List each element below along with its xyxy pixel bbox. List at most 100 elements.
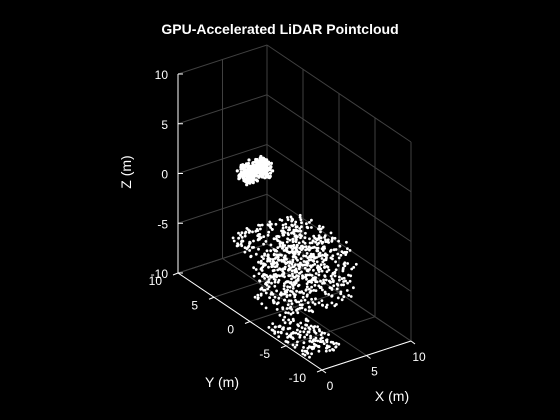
- lidar-point: [336, 252, 340, 256]
- lidar-point: [262, 165, 266, 169]
- lidar-point: [244, 174, 248, 178]
- lidar-point: [235, 244, 239, 248]
- lidar-point: [317, 273, 321, 277]
- lidar-point: [294, 225, 298, 229]
- lidar-point: [269, 257, 272, 261]
- lidar-point: [304, 231, 307, 235]
- lidar-point: [281, 246, 285, 249]
- lidar-point: [278, 242, 282, 246]
- lidar-point: [298, 213, 302, 217]
- lidar-point: [309, 324, 313, 328]
- lidar-point: [266, 257, 270, 261]
- lidar-point: [292, 228, 296, 232]
- lidar-point: [296, 258, 299, 262]
- lidar-point: [324, 349, 328, 353]
- lidar-point: [349, 274, 353, 278]
- lidar-point: [256, 171, 260, 175]
- z-tick-label: 5: [161, 118, 168, 132]
- lidar-point: [295, 343, 299, 347]
- lidar-point: [258, 159, 262, 163]
- lidar-point: [270, 281, 273, 285]
- lidar-point: [314, 297, 317, 301]
- lidar-point: [307, 258, 311, 262]
- lidar-point: [260, 223, 264, 227]
- lidar-point: [273, 261, 276, 265]
- lidar-point: [307, 305, 311, 309]
- lidar-point: [237, 231, 240, 235]
- lidar-point: [266, 223, 270, 227]
- lidar-point: [293, 345, 297, 349]
- lidar-point: [289, 320, 293, 324]
- lidar-point: [261, 156, 265, 160]
- lidar-point: [345, 240, 348, 244]
- lidar-point: [251, 230, 254, 234]
- lidar-point: [290, 262, 294, 266]
- lidar-point: [307, 287, 311, 291]
- lidar-point: [261, 274, 264, 278]
- lidar-point: [235, 169, 239, 173]
- lidar-point: [290, 302, 294, 305]
- lidar-point: [344, 253, 348, 256]
- lidar-point: [283, 298, 287, 302]
- lidar-point: [275, 308, 279, 311]
- lidar-point: [329, 256, 333, 260]
- lidar-point: [278, 325, 282, 328]
- lidar-point: [305, 252, 309, 255]
- lidar-point: [252, 266, 256, 270]
- lidar-point: [284, 289, 288, 293]
- lidar-point: [311, 264, 315, 267]
- lidar-point: [279, 330, 283, 334]
- lidar-point: [313, 283, 317, 287]
- lidar-point: [274, 273, 278, 276]
- lidar-point: [265, 249, 269, 253]
- lidar-point: [236, 242, 240, 246]
- y-tick-label: 10: [149, 274, 163, 288]
- lidar-point: [291, 343, 295, 347]
- lidar-point: [310, 297, 313, 301]
- lidar-point: [284, 311, 288, 314]
- lidar-point: [267, 280, 271, 284]
- lidar-point: [260, 302, 264, 306]
- lidar-point: [343, 264, 347, 268]
- lidar-point: [294, 234, 298, 238]
- lidar-point: [310, 226, 313, 229]
- lidar-point: [345, 250, 349, 254]
- lidar-point: [283, 315, 287, 319]
- lidar-point: [302, 292, 305, 295]
- lidar-point: [241, 176, 245, 180]
- lidar-point: [337, 256, 341, 260]
- lidar-point: [294, 299, 297, 302]
- lidar-point: [274, 222, 278, 226]
- lidar-point: [243, 250, 247, 254]
- lidar-point: [248, 175, 253, 179]
- lidar-point: [291, 287, 295, 290]
- lidar-point: [289, 312, 293, 316]
- lidar-point: [313, 325, 317, 328]
- lidar-point: [237, 176, 242, 180]
- lidar-point: [243, 232, 247, 235]
- lidar-point: [291, 260, 294, 264]
- lidar-point: [245, 227, 249, 230]
- lidar-point: [303, 327, 307, 331]
- lidar-point: [289, 289, 292, 293]
- lidar-point: [331, 348, 334, 351]
- lidar-point: [251, 181, 255, 185]
- grid-line: [266, 144, 412, 242]
- lidar-point: [318, 224, 321, 228]
- lidar-point: [299, 218, 303, 222]
- lidar-point: [323, 247, 326, 250]
- y-tick-mark: [280, 345, 287, 349]
- lidar-point: [313, 276, 316, 279]
- lidar-point: [297, 324, 300, 328]
- lidar-point: [306, 273, 310, 277]
- lidar-point: [256, 293, 260, 297]
- lidar-point: [263, 161, 267, 165]
- lidar-point: [316, 249, 320, 253]
- lidar-point: [324, 305, 328, 309]
- lidar-point: [335, 341, 338, 345]
- lidar-point: [321, 240, 325, 244]
- lidar-point: [319, 267, 322, 271]
- lidar-point: [276, 330, 280, 334]
